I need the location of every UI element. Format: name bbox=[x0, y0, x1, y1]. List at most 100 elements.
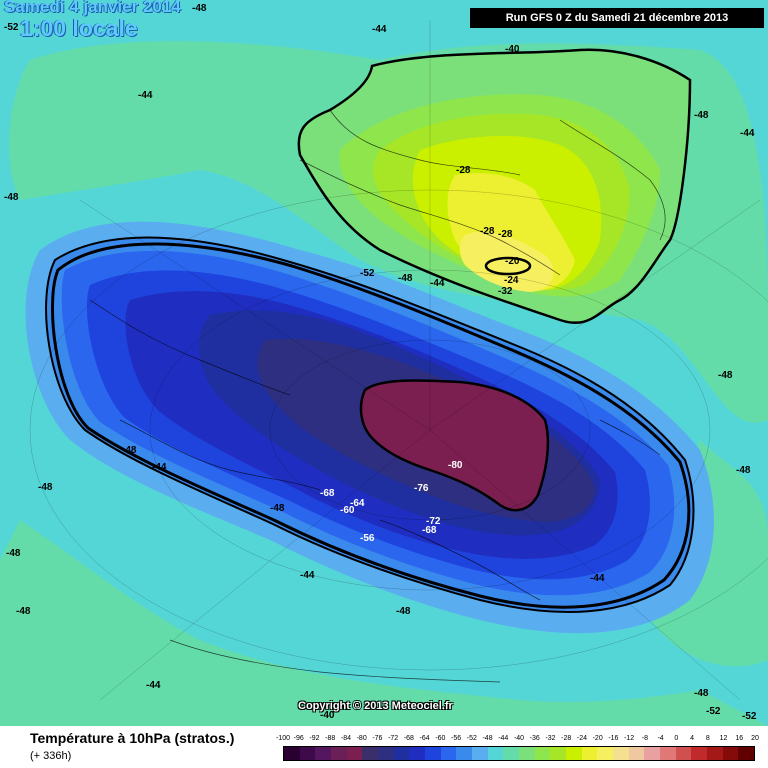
contour-label: -48 bbox=[694, 688, 709, 699]
legend-swatch bbox=[487, 747, 504, 760]
coastlines bbox=[89, 109, 666, 683]
contour-label: -48 bbox=[6, 548, 21, 559]
legend-swatch bbox=[472, 747, 488, 760]
legend-tick-label: -92 bbox=[309, 735, 320, 742]
zone-m44-lower bbox=[0, 520, 768, 726]
legend-swatch bbox=[613, 747, 629, 760]
copyright: Copyright © 2013 Meteociel.fr bbox=[298, 700, 453, 712]
contour-label: -40 bbox=[320, 710, 335, 721]
contour-label: -24 bbox=[504, 275, 519, 286]
legend-tick-label: -28 bbox=[561, 735, 572, 742]
contour-label: -44 bbox=[300, 570, 315, 581]
legend-swatch bbox=[660, 747, 676, 760]
local-time: 1:00 locale bbox=[20, 15, 138, 41]
legend-swatch bbox=[566, 747, 582, 760]
contour-label: -52 bbox=[706, 706, 721, 717]
contour-label: -52 bbox=[360, 268, 375, 279]
legend-swatch bbox=[597, 747, 614, 760]
legend-tick-label: -68 bbox=[403, 735, 414, 742]
legend-swatch bbox=[409, 747, 426, 760]
legend-swatch bbox=[534, 747, 551, 760]
legend-tick-label: -44 bbox=[498, 735, 509, 742]
legend-tick-label: -100 bbox=[275, 735, 291, 742]
legend-tick-label: 20 bbox=[751, 735, 759, 742]
legend-swatch bbox=[550, 747, 567, 760]
legend-tick-label: -88 bbox=[325, 735, 336, 742]
footer: Température à 10hPa (stratos.) (+ 336h) … bbox=[0, 726, 768, 768]
contour-label: -44 bbox=[372, 24, 387, 35]
contour-label: -60 bbox=[340, 505, 355, 516]
contour-label: -48 bbox=[192, 3, 207, 14]
contour-label: -48 bbox=[16, 606, 31, 617]
contour-label: -68 bbox=[320, 488, 335, 499]
legend-tick-label: -56 bbox=[451, 735, 462, 742]
legend-tick-label: -84 bbox=[340, 735, 351, 742]
graticule bbox=[29, 20, 768, 701]
contour-label: -52 bbox=[4, 22, 19, 33]
legend-tick-label: -16 bbox=[608, 735, 619, 742]
legend-swatch bbox=[440, 747, 457, 760]
legend-tick-label: 16 bbox=[735, 735, 744, 742]
legend-tick-label: -48 bbox=[482, 735, 493, 742]
contour-label: -48 bbox=[4, 192, 19, 203]
legend-swatch bbox=[707, 747, 723, 760]
contour-label: -44 bbox=[430, 278, 445, 289]
legend-swatch bbox=[346, 747, 363, 760]
legend-swatch bbox=[315, 747, 332, 760]
forecast-date: Samedi 4 janvier 2014 bbox=[4, 0, 181, 16]
legend-tick-label: -60 bbox=[435, 735, 446, 742]
legend-swatch bbox=[691, 747, 708, 760]
legend-swatch bbox=[722, 747, 739, 760]
contour-label: -32 bbox=[498, 286, 513, 297]
contour-label: -28 bbox=[456, 165, 471, 176]
contour-label: -48 bbox=[736, 465, 751, 476]
legend-tick-label: -80 bbox=[356, 735, 367, 742]
contour-m52 bbox=[50, 242, 691, 609]
contour-label: -76 bbox=[414, 483, 429, 494]
contour-label: -48 bbox=[398, 273, 413, 284]
contour-label: -44 bbox=[590, 573, 605, 584]
contour-label: -48 bbox=[396, 606, 411, 617]
contour-label: -44 bbox=[146, 680, 161, 691]
legend-tick-label: -64 bbox=[419, 735, 430, 742]
legend-swatch bbox=[644, 747, 661, 760]
legend-ticks: -100 -96 -92 -88 -84 -80 -76 -72 -68 -64 -60 -56 -52… bbox=[276, 735, 759, 745]
contour-label: -20 bbox=[505, 256, 520, 267]
contour-label: -80 bbox=[448, 460, 463, 471]
forecast-hour: (+ 336h) bbox=[30, 750, 72, 762]
contour-label: -40 bbox=[505, 44, 520, 55]
legend-swatch bbox=[284, 747, 300, 760]
contour-label: -64 bbox=[350, 498, 365, 509]
legend-tick-label: -4 bbox=[657, 735, 664, 742]
contour-label: -48 bbox=[270, 503, 285, 514]
contour-label: -28 bbox=[480, 226, 495, 237]
contour-label: -72 bbox=[426, 516, 441, 527]
temperature-map: Samedi 4 janvier 2014 1:00 locale Run GF… bbox=[0, 0, 768, 726]
legend-swatch bbox=[331, 747, 347, 760]
legend-swatch bbox=[628, 747, 645, 760]
legend-swatch bbox=[503, 747, 520, 760]
zone-m20-core bbox=[484, 256, 532, 276]
legend-bar bbox=[283, 746, 755, 761]
legend-tick-label: -76 bbox=[372, 735, 383, 742]
legend-swatch bbox=[738, 747, 755, 760]
contour-label: -48 bbox=[122, 445, 137, 456]
legend-swatch bbox=[519, 747, 535, 760]
legend-swatch bbox=[675, 747, 692, 760]
run-info: Run GFS 0 Z du Samedi 21 décembre 2013 bbox=[470, 8, 764, 28]
legend-tick-label: -72 bbox=[388, 735, 399, 742]
legend-tick-label: 4 bbox=[690, 735, 695, 742]
legend-tick-label: -36 bbox=[529, 735, 540, 742]
legend-tick-label: -96 bbox=[293, 735, 304, 742]
legend-tick-label: -24 bbox=[576, 735, 587, 742]
legend-swatch bbox=[425, 747, 441, 760]
legend-tick-label: 12 bbox=[719, 735, 728, 742]
legend-swatch bbox=[362, 747, 379, 760]
legend-tick-label: -40 bbox=[513, 735, 525, 742]
contour-label: -44 bbox=[138, 90, 153, 101]
map-contours bbox=[0, 20, 768, 726]
map-title: Température à 10hPa (stratos.) bbox=[30, 730, 235, 746]
contour-label: -52 bbox=[742, 711, 757, 722]
legend-swatch bbox=[299, 747, 316, 760]
color-legend: -100 -96 -92 -88 -84 -80 -76 -72 -68 -64 -60 -56 -52… bbox=[276, 735, 759, 761]
